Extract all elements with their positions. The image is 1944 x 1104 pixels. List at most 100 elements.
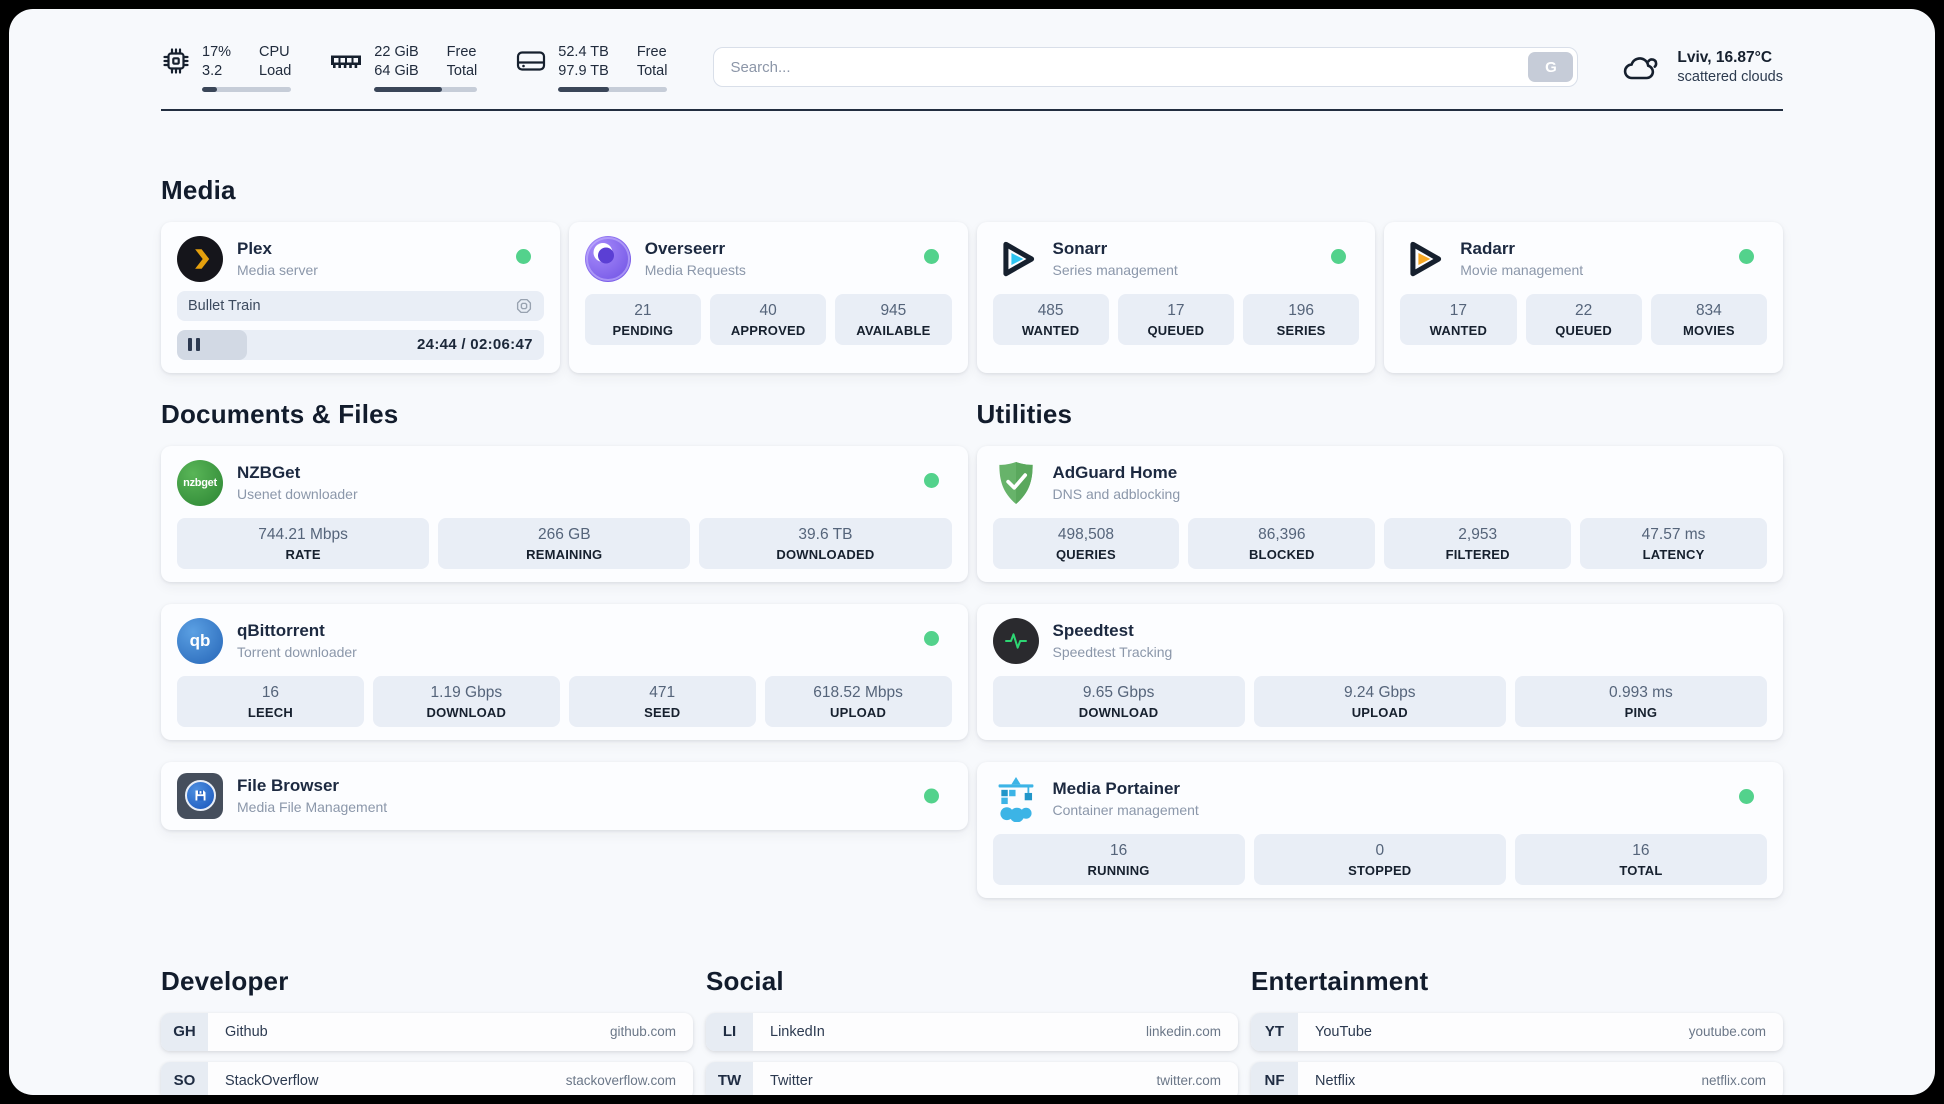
service-subtitle: Media Requests: [644, 262, 746, 279]
service-name: File Browser: [237, 776, 340, 796]
service-subtitle: Series management: [1052, 262, 1178, 279]
link-abbr: SO: [161, 1061, 208, 1095]
storage-total-value: 97.9 TB: [558, 62, 609, 79]
search-input[interactable]: [713, 47, 1579, 88]
service-subtitle: Torrent downloader: [237, 644, 357, 661]
service-name: Overseerr: [644, 239, 726, 259]
link-stackoverflow[interactable]: SO StackOverflow stackoverflow.com: [161, 1061, 693, 1095]
overseerr-icon: [584, 235, 631, 282]
cpu-icon: [163, 48, 189, 74]
memory-free-label: Free: [446, 44, 477, 60]
stat-box: 16 TOTAL: [1514, 833, 1768, 885]
search-engine-button[interactable]: G: [1528, 52, 1574, 83]
sonarr-icon: [993, 236, 1039, 282]
service-subtitle: Speedtest Tracking: [1052, 644, 1173, 661]
header-divider: [161, 108, 1783, 111]
plex-card[interactable]: Plex Media server Bullet Train: [161, 221, 560, 373]
section-media: Media Plex Media server: [161, 175, 1783, 373]
storage-total-label: Total: [636, 62, 668, 79]
weather-widget: Lviv, 16.87°C scattered clouds: [1622, 49, 1783, 85]
qbittorrent-card[interactable]: qb qBittorrent Torrent downloader 16 LEE…: [161, 603, 968, 740]
sonarr-card[interactable]: Sonarr Series management 485 WANTED 17 Q…: [976, 221, 1376, 373]
link-twitter[interactable]: TW Twitter twitter.com: [706, 1061, 1238, 1095]
stat-box: 2,953 FILTERED: [1384, 517, 1572, 569]
stat-box: 9.24 Gbps UPLOAD: [1253, 675, 1506, 727]
social-section-title: Social: [706, 965, 784, 996]
overseerr-card[interactable]: Overseerr Media Requests 21 PENDING 40 A…: [568, 221, 968, 373]
qbittorrent-icon: qb: [177, 617, 223, 664]
link-name: YouTube: [1315, 1023, 1372, 1040]
status-dot: [923, 788, 939, 804]
stat-box: 17 QUEUED: [1117, 293, 1234, 345]
nzbget-card[interactable]: nzbget NZBGet Usenet downloader 744.21 M…: [161, 445, 968, 582]
adguard-card[interactable]: AdGuard Home DNS and adblocking 498,508 …: [976, 445, 1783, 582]
speedtest-card[interactable]: Speedtest Speedtest Tracking 9.65 Gbps D…: [976, 603, 1783, 740]
stat-box: 834 MOVIES: [1650, 293, 1767, 345]
link-github[interactable]: GH Github github.com: [161, 1012, 693, 1051]
service-name: Sonarr: [1052, 239, 1108, 259]
service-name: NZBGet: [237, 463, 301, 483]
cpu-load-label: Load: [259, 62, 292, 79]
media-section-title: Media: [161, 174, 236, 205]
link-abbr: LI: [706, 1012, 753, 1051]
section-utilities: Utilities AdGuard Home: [976, 399, 1783, 920]
status-dot: [515, 248, 531, 264]
service-name: Plex: [237, 239, 272, 259]
service-subtitle: DNS and adblocking: [1052, 486, 1181, 503]
memory-free-value: 22 GiB: [374, 44, 419, 60]
service-name: Radarr: [1460, 239, 1516, 259]
link-name: LinkedIn: [770, 1023, 825, 1040]
filebrowser-card[interactable]: File Browser Media File Management: [161, 761, 968, 830]
storage-icon: [517, 51, 546, 71]
stat-box: 498,508 QUERIES: [992, 517, 1180, 569]
link-linkedin[interactable]: LI LinkedIn linkedin.com: [706, 1012, 1238, 1051]
filebrowser-icon: [177, 772, 223, 819]
cloud-icon: [1624, 57, 1658, 80]
stat-box: 16 LEECH: [177, 675, 364, 727]
link-name: Twitter: [770, 1072, 813, 1089]
service-name: Speedtest: [1052, 621, 1134, 641]
link-netflix[interactable]: NF Netflix netflix.com: [1251, 1061, 1783, 1095]
stat-box: 86,396 BLOCKED: [1188, 517, 1376, 569]
topbar: 17% 3.2 CPU Load: [161, 9, 1783, 92]
section-developer: Developer GH Github github.com SO StackO…: [161, 966, 693, 1095]
service-name: qBittorrent: [237, 621, 325, 641]
link-name: Github: [225, 1023, 268, 1040]
speedtest-icon: [992, 617, 1039, 664]
stat-box: 22 QUEUED: [1525, 293, 1642, 345]
radarr-card[interactable]: Radarr Movie management 17 WANTED 22 QUE…: [1384, 221, 1783, 373]
system-stats: 17% 3.2 CPU Load: [161, 43, 668, 92]
stat-box: 1.19 Gbps DOWNLOAD: [372, 675, 560, 727]
cpu-progress-bar: [202, 86, 292, 92]
stat-box: 618.52 Mbps UPLOAD: [764, 675, 952, 727]
status-dot: [923, 630, 939, 646]
service-subtitle: Movie management: [1460, 262, 1584, 279]
status-dot: [1331, 248, 1347, 264]
portainer-card[interactable]: Media Portainer Container management 16 …: [976, 761, 1783, 898]
stat-box: 471 SEED: [568, 675, 756, 727]
link-name: Netflix: [1315, 1072, 1356, 1089]
memory-total-label: Total: [446, 62, 478, 79]
stat-box: 16 RUNNING: [992, 833, 1245, 885]
search-bar: G: [713, 47, 1579, 88]
nzbget-icon: nzbget: [177, 459, 223, 506]
entertainment-section-title: Entertainment: [1251, 965, 1429, 996]
playback-time: 24:44 / 02:06:47: [417, 336, 533, 354]
stat-box: 0 STOPPED: [1253, 833, 1506, 885]
link-name: StackOverflow: [225, 1072, 319, 1089]
link-url: linkedin.com: [1145, 1024, 1221, 1040]
link-youtube[interactable]: YT YouTube youtube.com: [1251, 1012, 1783, 1051]
section-entertainment: Entertainment YT YouTube youtube.com NF …: [1251, 966, 1783, 1095]
storage-free-label: Free: [636, 44, 667, 60]
portainer-icon: [993, 776, 1039, 822]
memory-progress-bar: [374, 86, 478, 92]
stat-box: 21 PENDING: [584, 293, 701, 345]
storage-progress-bar: [558, 86, 668, 92]
status-dot: [923, 248, 939, 264]
link-url: youtube.com: [1688, 1024, 1766, 1040]
storage-stat: 52.4 TB 97.9 TB Free Total: [515, 43, 668, 92]
status-dot: [923, 472, 939, 488]
documents-section-title: Documents & Files: [161, 398, 399, 429]
link-url: stackoverflow.com: [565, 1073, 676, 1089]
link-url: github.com: [609, 1024, 676, 1040]
